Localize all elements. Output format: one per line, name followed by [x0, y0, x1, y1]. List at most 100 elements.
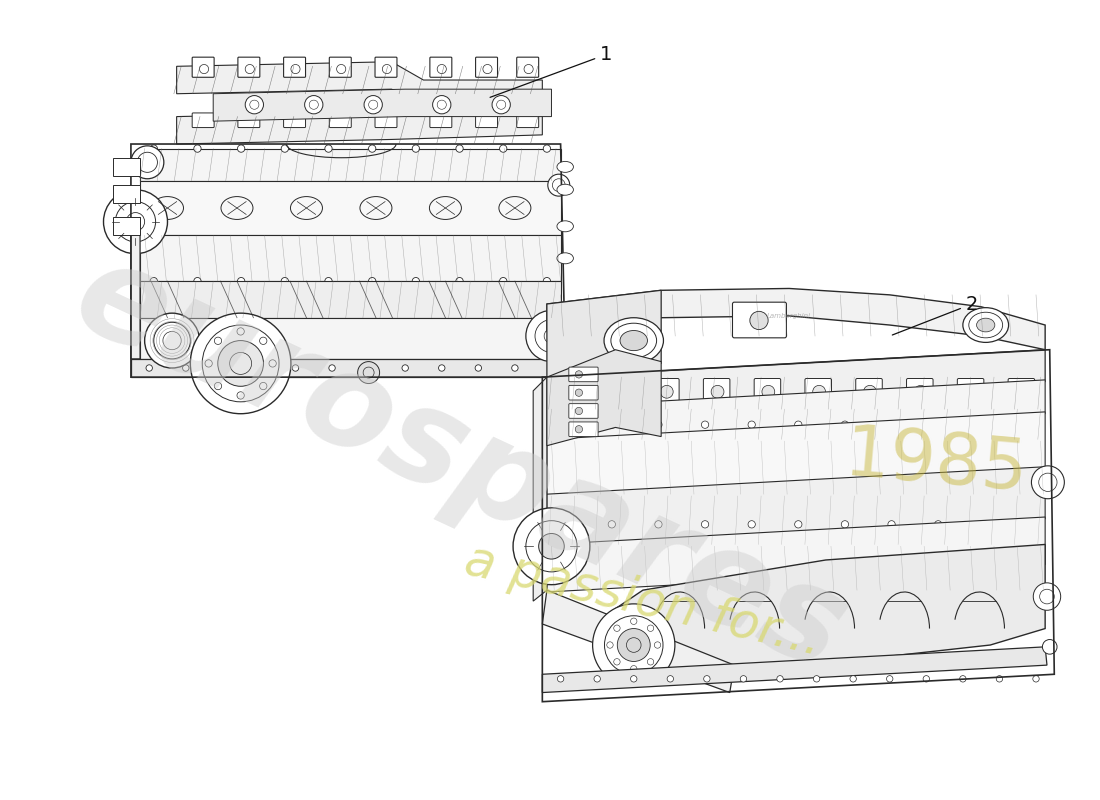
Circle shape [1027, 521, 1035, 528]
Circle shape [667, 676, 673, 682]
FancyBboxPatch shape [569, 386, 598, 400]
FancyBboxPatch shape [192, 57, 215, 78]
FancyBboxPatch shape [569, 404, 598, 418]
Circle shape [236, 328, 244, 335]
Circle shape [648, 625, 653, 631]
Circle shape [561, 521, 569, 528]
Circle shape [712, 386, 724, 398]
Circle shape [864, 386, 877, 398]
Circle shape [1016, 386, 1028, 398]
Circle shape [702, 421, 708, 428]
Ellipse shape [604, 318, 663, 363]
Circle shape [702, 521, 708, 528]
Circle shape [548, 365, 554, 371]
Circle shape [923, 676, 930, 682]
Circle shape [238, 145, 245, 152]
Circle shape [630, 666, 637, 672]
Polygon shape [547, 350, 661, 446]
Circle shape [654, 642, 661, 648]
FancyBboxPatch shape [703, 378, 730, 402]
Circle shape [594, 676, 601, 682]
Circle shape [1027, 421, 1035, 428]
Circle shape [358, 362, 379, 383]
Circle shape [704, 676, 711, 682]
Text: 1985: 1985 [840, 422, 1030, 506]
FancyBboxPatch shape [805, 378, 832, 402]
Polygon shape [177, 112, 542, 144]
FancyBboxPatch shape [733, 302, 786, 338]
Polygon shape [606, 545, 1045, 674]
Circle shape [293, 365, 299, 371]
Circle shape [214, 337, 222, 345]
Polygon shape [547, 290, 661, 382]
FancyBboxPatch shape [192, 113, 215, 127]
Circle shape [1033, 676, 1039, 682]
Circle shape [842, 421, 848, 428]
Circle shape [981, 521, 989, 528]
Text: a passion for...: a passion for... [460, 537, 826, 666]
Circle shape [368, 145, 376, 152]
Circle shape [648, 658, 653, 665]
FancyBboxPatch shape [1008, 378, 1035, 402]
FancyBboxPatch shape [957, 378, 983, 402]
Circle shape [513, 508, 590, 585]
Ellipse shape [977, 318, 994, 332]
Circle shape [214, 382, 222, 390]
Circle shape [559, 386, 572, 398]
Circle shape [850, 676, 857, 682]
Circle shape [575, 426, 583, 433]
Circle shape [630, 618, 637, 625]
FancyBboxPatch shape [906, 378, 933, 402]
Circle shape [660, 386, 673, 398]
Circle shape [593, 604, 675, 686]
Bar [112, 217, 140, 235]
Circle shape [575, 407, 583, 414]
Circle shape [412, 278, 419, 285]
Polygon shape [547, 289, 1045, 350]
Circle shape [794, 521, 802, 528]
Circle shape [205, 360, 212, 367]
Circle shape [888, 521, 895, 528]
Circle shape [608, 521, 616, 528]
FancyBboxPatch shape [430, 113, 452, 127]
FancyBboxPatch shape [517, 113, 539, 127]
Polygon shape [547, 466, 1045, 546]
Circle shape [813, 676, 820, 682]
Circle shape [305, 95, 323, 114]
Circle shape [190, 313, 290, 414]
Circle shape [183, 365, 189, 371]
Circle shape [813, 386, 825, 398]
Circle shape [455, 278, 463, 285]
Circle shape [654, 421, 662, 428]
Polygon shape [140, 318, 561, 359]
FancyBboxPatch shape [238, 57, 260, 78]
Circle shape [492, 95, 510, 114]
Circle shape [750, 311, 768, 330]
Bar [112, 185, 140, 203]
FancyBboxPatch shape [856, 378, 882, 402]
Circle shape [614, 658, 620, 665]
FancyBboxPatch shape [430, 57, 452, 78]
Circle shape [282, 145, 288, 152]
Circle shape [260, 337, 267, 345]
Circle shape [630, 676, 637, 682]
Circle shape [526, 310, 578, 362]
Ellipse shape [962, 308, 1009, 342]
Circle shape [194, 145, 201, 152]
Polygon shape [140, 281, 561, 318]
Circle shape [146, 365, 153, 371]
FancyBboxPatch shape [329, 113, 351, 127]
Circle shape [282, 278, 288, 285]
Circle shape [150, 278, 157, 285]
Circle shape [412, 145, 419, 152]
Circle shape [794, 421, 802, 428]
FancyBboxPatch shape [375, 113, 397, 127]
Polygon shape [131, 217, 140, 359]
FancyBboxPatch shape [602, 378, 628, 402]
Text: 1: 1 [491, 45, 613, 98]
Polygon shape [534, 377, 547, 601]
Circle shape [888, 421, 895, 428]
Circle shape [512, 365, 518, 371]
Circle shape [548, 174, 570, 196]
Text: eurospares: eurospares [55, 230, 866, 698]
